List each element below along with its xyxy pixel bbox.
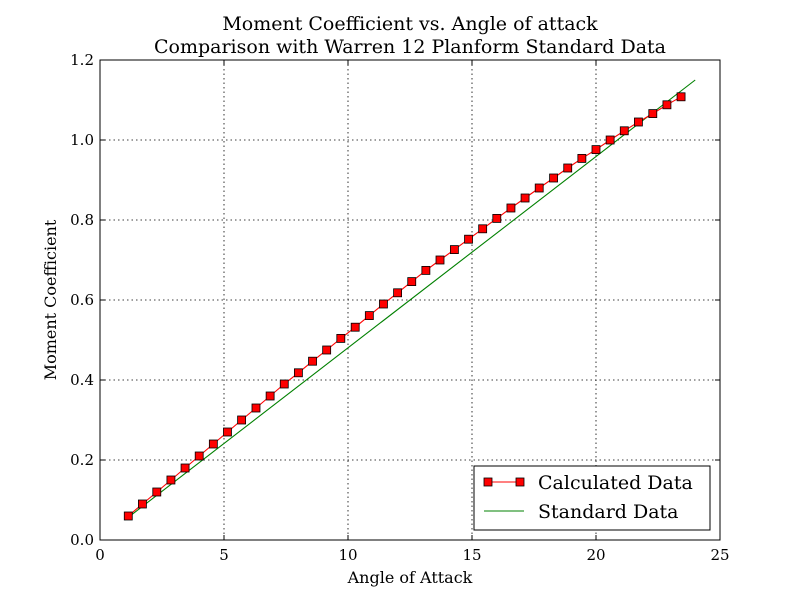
calculated-data-point: [634, 117, 643, 127]
calculated-data-point: [577, 153, 587, 163]
calculated-data-point: [520, 193, 530, 203]
calculated-data-point: [464, 234, 473, 244]
calculated-data-point: [393, 288, 403, 298]
calculated-data-point: [364, 311, 374, 321]
plot-series: [123, 79, 696, 521]
calculated-data-point: [492, 213, 502, 223]
calculated-data-point: [293, 368, 303, 378]
calculated-data-point: [534, 183, 544, 193]
legend: Calculated Data Standard Data: [473, 465, 711, 531]
calculated-data-point: [435, 255, 445, 265]
calculated-data-point: [237, 415, 247, 425]
legend-label-calculated: Calculated Data: [538, 472, 693, 494]
calculated-data-point: [549, 173, 558, 183]
calculated-data-point: [208, 439, 218, 449]
calculated-data-point: [676, 92, 686, 102]
calculated-data-point: [591, 145, 601, 155]
y-tick-label: 0.6: [70, 291, 94, 309]
calculated-data-point: [605, 135, 615, 145]
y-tick-label: 1.0: [70, 131, 94, 149]
calculated-data-point: [308, 356, 317, 366]
x-tick-label: 5: [219, 546, 229, 564]
legend-marker-calculated: [483, 477, 493, 487]
calculated-data-point: [166, 475, 176, 485]
calculated-data-point: [478, 224, 488, 234]
x-tick-label: 10: [338, 546, 357, 564]
calculated-data-point: [336, 333, 346, 343]
calculated-data-point: [619, 126, 629, 136]
calculated-data-point: [152, 487, 162, 497]
x-tick-label: 15: [462, 546, 481, 564]
calculated-data-point: [251, 403, 261, 413]
calculated-data-point: [506, 203, 516, 213]
chart-subtitle: Comparison with Warren 12 Planform Stand…: [154, 36, 666, 58]
legend-label-standard: Standard Data: [538, 501, 679, 523]
y-tick-label: 0.4: [70, 371, 94, 389]
legend-box: [473, 465, 711, 531]
x-tick-label: 0: [95, 546, 105, 564]
calculated-data-point: [123, 511, 133, 521]
calculated-data-point: [449, 245, 459, 255]
calculated-data-point: [421, 265, 431, 275]
axis-ticks: 0 5 10 15 20 25 0.0 0.2 0.4 0.6 0.8 1.0 1.2: [70, 51, 729, 564]
calculated-data-point: [279, 379, 289, 389]
calculated-data-point: [407, 277, 417, 287]
calculated-data-point: [223, 427, 232, 437]
chart-title: Moment Coefficient vs. Angle of attack: [222, 13, 598, 35]
calculated-data-point: [194, 451, 204, 461]
legend-marker-calculated: [515, 477, 525, 487]
calculated-data-point: [648, 109, 658, 118]
y-tick-label: 0.0: [70, 531, 94, 549]
y-tick-label: 0.8: [70, 211, 94, 229]
x-tick-label: 25: [710, 546, 729, 564]
calculated-data-point: [138, 499, 147, 509]
calculated-data-point: [563, 163, 573, 173]
y-tick-label: 1.2: [70, 51, 94, 69]
calculated-data-line: [127, 96, 682, 517]
y-axis-label: Moment Coefficient: [41, 219, 60, 380]
y-tick-label: 0.2: [70, 451, 94, 469]
x-axis-label: Angle of Attack: [347, 568, 473, 587]
calculated-data-point: [379, 299, 388, 309]
calculated-data-point: [662, 100, 672, 110]
x-tick-label: 20: [586, 546, 605, 564]
calculated-data-point: [322, 345, 332, 355]
calculated-data-point: [265, 391, 275, 401]
calculated-data-point: [350, 322, 360, 332]
calculated-data-point: [180, 463, 190, 473]
grid: [100, 60, 720, 540]
